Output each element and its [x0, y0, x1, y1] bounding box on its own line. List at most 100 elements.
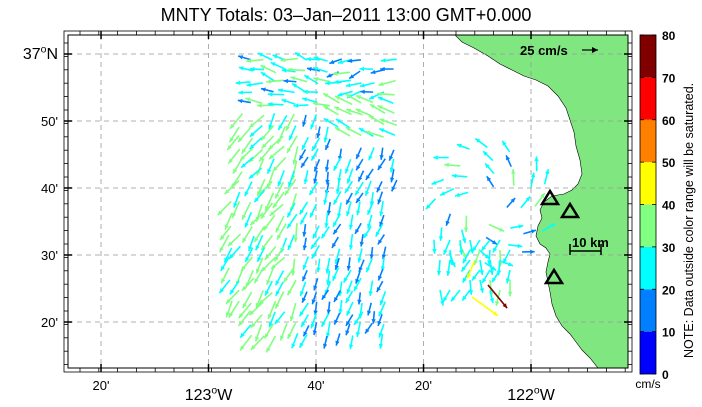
current-vector-head [288, 181, 293, 187]
current-vector-head [235, 80, 241, 85]
colorbar-segment [640, 119, 656, 163]
current-vector-head [378, 81, 384, 87]
current-vector-head [287, 147, 292, 153]
current-vector-head [259, 189, 265, 195]
current-vector-head [462, 258, 468, 264]
current-vector-head [301, 322, 306, 328]
current-vector-head [249, 310, 255, 316]
current-vector-head [438, 236, 444, 241]
colorbar-tick-label: 80 [662, 29, 676, 43]
scale-bar: 10 km [569, 235, 609, 255]
colorbar-tick-label: 60 [662, 114, 676, 128]
current-vector-head [377, 105, 383, 110]
current-vector-head [323, 118, 329, 123]
current-vector-head [219, 247, 224, 253]
current-vector-head [313, 76, 319, 82]
colorbar-unit: cm/s [635, 377, 660, 391]
current-vector-head [366, 310, 372, 316]
current-vector-head [321, 294, 327, 300]
current-vector-head [255, 336, 260, 342]
current-vector-head [472, 275, 477, 281]
colorbar-tick-label: 20 [662, 283, 676, 297]
current-vector-head [326, 73, 332, 78]
current-vector-head [292, 159, 297, 165]
scale-arrow-label: 25 cm/s [520, 43, 568, 58]
current-vector-head [266, 79, 271, 84]
colorbar-tick-label: 10 [662, 326, 676, 340]
current-vector-head [310, 323, 315, 329]
axis-label: 20' [41, 315, 58, 330]
current-vector-head [334, 319, 339, 325]
current-vector-head [377, 91, 382, 97]
current-vector-head [263, 225, 268, 231]
current-vectors [217, 51, 556, 353]
current-vector-head [313, 178, 318, 184]
current-vector-head [365, 190, 370, 196]
current-vector-head [293, 237, 299, 243]
current-vector-head [346, 211, 351, 217]
current-vector-head [238, 66, 244, 71]
current-vector-head [250, 220, 256, 226]
colorbar-segment [640, 331, 656, 374]
current-vector-head [233, 202, 238, 208]
current-vector-head [245, 256, 250, 262]
current-vector-head [313, 285, 318, 291]
current-vector-head [359, 241, 364, 247]
current-vector-head [525, 196, 531, 202]
current-vector-head [462, 277, 467, 283]
current-vector-head [455, 192, 460, 197]
current-vector-head [368, 291, 373, 296]
current-vector-head [377, 96, 383, 101]
current-vector-head [244, 191, 249, 197]
current-vector-head [358, 128, 364, 133]
current-vector-head [545, 169, 550, 175]
colorbar-segment [640, 162, 656, 205]
current-vector-head [337, 59, 343, 65]
current-vector-head [332, 242, 337, 248]
current-vector-head [303, 179, 308, 184]
current-vector-head [232, 212, 237, 218]
current-vector-head [300, 219, 305, 225]
current-vector-head [380, 66, 385, 72]
current-vector-head [287, 333, 292, 339]
current-vector-head [345, 127, 351, 132]
current-vector-head [241, 148, 247, 154]
current-vector-head [284, 190, 290, 196]
radar-site-triangle [559, 201, 581, 219]
current-vector-head [260, 72, 266, 77]
current-vector-head [323, 93, 329, 98]
current-vector-head [316, 267, 321, 273]
current-vector-head [311, 253, 316, 259]
frame-ticks [64, 31, 632, 372]
current-vector-head [225, 312, 230, 318]
current-vector-head [274, 256, 279, 262]
current-vector-head [229, 289, 235, 295]
current-vector-head [275, 290, 280, 296]
current-vector-head [285, 125, 290, 131]
current-vector-head [355, 108, 361, 113]
current-vector-head [479, 287, 484, 293]
current-vector-head [269, 211, 275, 216]
current-vector-head [479, 270, 484, 276]
current-vector-head [275, 193, 280, 199]
current-vector-head [324, 223, 329, 228]
radar-site-triangle [539, 188, 561, 206]
current-vector-head [240, 332, 245, 338]
current-vector-head [249, 131, 255, 137]
current-vector-head [309, 190, 314, 196]
current-vector-head [289, 316, 295, 322]
colorbar-note: NOTE: Data outside color range will be s… [682, 83, 696, 358]
current-vector-head [379, 118, 385, 123]
current-vector-head [313, 56, 319, 61]
current-vector-head [314, 166, 319, 172]
current-vector-head [380, 58, 386, 63]
current-vector-head [484, 254, 490, 259]
current-vector-head [334, 127, 340, 132]
colorbar-tick-label: 50 [662, 156, 676, 170]
current-vector-head [348, 244, 354, 250]
current-vector-head [345, 297, 350, 303]
current-vector-head [312, 101, 318, 107]
current-vector-head [292, 83, 297, 88]
current-vector-head [254, 278, 259, 284]
current-vector-head [347, 58, 353, 63]
